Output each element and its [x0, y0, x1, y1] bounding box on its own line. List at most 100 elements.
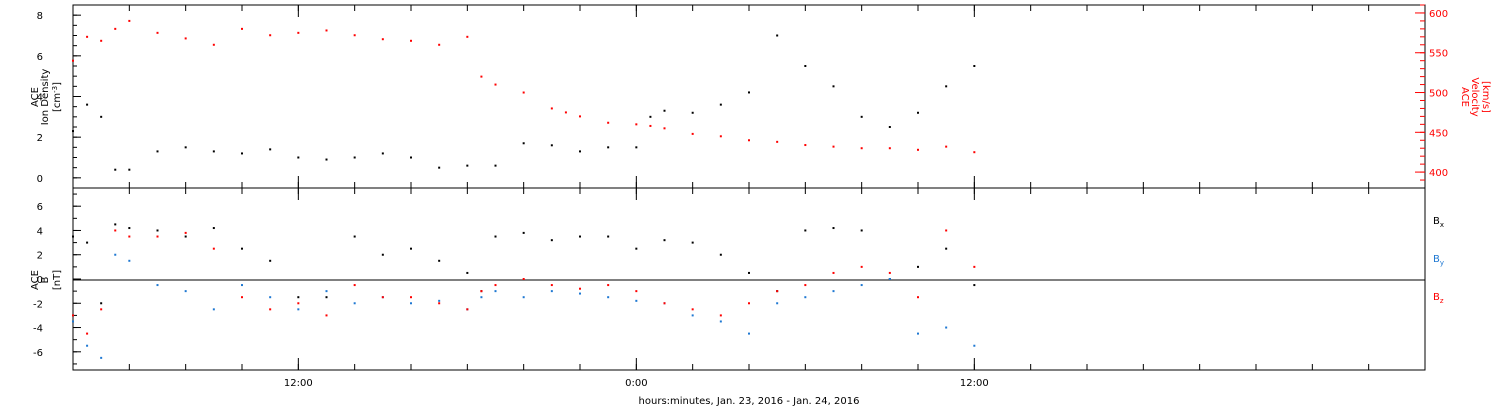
bfield-tick-label: 2 — [37, 251, 43, 262]
point-bz — [719, 314, 722, 317]
time-axis-ticks: 12:00 0:00 12:00 — [72, 5, 1426, 389]
density-units-label: [cm-3] — [51, 82, 63, 112]
bfield-label-line2: B — [40, 276, 51, 283]
point-bx — [410, 247, 412, 250]
point-velocity — [212, 43, 215, 46]
point-velocity — [156, 31, 159, 34]
velocity-label-line2: Velocity — [1469, 77, 1480, 116]
point-ion-density — [269, 148, 272, 151]
point-by — [128, 259, 131, 262]
point-velocity — [494, 83, 497, 86]
point-ion-density — [325, 158, 328, 161]
bfield-tick-label: -6 — [33, 348, 43, 359]
point-ion-density — [649, 115, 652, 118]
point-bx — [635, 247, 638, 250]
density-tick-label: 4 — [37, 93, 43, 104]
point-bz — [269, 308, 272, 311]
point-bz — [635, 290, 638, 293]
point-bz — [550, 284, 553, 287]
point-velocity — [663, 127, 666, 130]
point-by — [156, 284, 159, 287]
point-velocity — [804, 144, 807, 147]
point-ion-density — [719, 103, 722, 106]
point-bx — [860, 229, 863, 232]
point-bx — [663, 239, 666, 242]
point-velocity — [522, 91, 525, 94]
point-velocity — [381, 38, 384, 41]
point-by — [860, 284, 863, 287]
point-velocity — [691, 132, 694, 135]
point-bx — [297, 296, 300, 299]
velocity-label-line1: ACE — [1459, 87, 1470, 107]
point-by — [550, 290, 553, 293]
point-bx — [691, 241, 694, 244]
point-ion-density — [156, 150, 159, 153]
point-ion-density — [579, 150, 581, 153]
point-bz — [494, 284, 497, 287]
point-bx — [128, 227, 131, 230]
point-ion-density — [917, 111, 919, 114]
point-ion-density — [691, 111, 694, 114]
density-axis-ticks: 0 2 4 6 8 — [37, 11, 81, 185]
point-bx — [241, 247, 243, 250]
point-ion-density — [410, 156, 412, 159]
point-bz — [241, 296, 243, 299]
point-bx — [522, 231, 525, 234]
bfield-tick-label: 4 — [37, 226, 43, 237]
bfield-units-label: [nT] — [52, 270, 63, 290]
point-ion-density — [663, 109, 666, 112]
point-ion-density — [776, 34, 779, 37]
point-bx — [832, 227, 835, 230]
point-bx — [269, 259, 272, 262]
point-by — [269, 296, 272, 299]
point-bz — [128, 235, 131, 238]
point-bx — [579, 235, 581, 238]
point-velocity — [297, 31, 300, 34]
point-bx — [381, 253, 384, 256]
time-tick-label: 0:00 — [625, 378, 647, 389]
point-bz — [804, 284, 807, 287]
point-bz — [748, 302, 750, 305]
point-by — [241, 284, 243, 287]
point-velocity — [607, 121, 610, 124]
velocity-tick-label: 400 — [1429, 168, 1448, 179]
point-bx — [86, 241, 89, 244]
velocity-tick-label: 500 — [1429, 89, 1448, 100]
point-bx — [438, 259, 441, 262]
point-velocity — [748, 139, 750, 142]
density-label-line1: ACE — [30, 87, 41, 107]
point-ion-density — [748, 91, 750, 94]
point-bx — [607, 235, 610, 238]
point-by — [438, 299, 441, 302]
point-bx — [184, 235, 187, 238]
point-ion-density — [522, 142, 525, 145]
point-velocity — [86, 35, 89, 38]
point-bz — [72, 314, 74, 317]
point-by — [522, 296, 525, 299]
point-by — [297, 308, 300, 311]
bottom-panel-frame — [72, 187, 1426, 371]
point-ion-density — [832, 85, 835, 88]
point-velocity — [832, 145, 835, 148]
point-ion-density — [635, 146, 638, 149]
bfield-label-line1: ACE — [30, 270, 41, 290]
point-velocity — [128, 19, 131, 22]
point-ion-density — [804, 65, 807, 67]
point-by — [480, 296, 483, 299]
point-ion-density — [494, 164, 497, 167]
point-by — [635, 299, 638, 302]
point-ion-density — [241, 152, 243, 155]
point-bx — [353, 235, 356, 238]
point-bz — [832, 271, 835, 274]
point-ion-density — [888, 126, 891, 128]
point-velocity — [635, 123, 638, 126]
point-bz — [86, 332, 89, 335]
point-bz — [100, 308, 103, 311]
bfield-tick-label: 0 — [37, 275, 43, 286]
point-ion-density — [114, 168, 117, 171]
point-ion-density — [72, 130, 74, 133]
point-by — [353, 302, 356, 305]
point-velocity — [410, 39, 412, 42]
point-by — [184, 290, 187, 293]
point-by — [212, 308, 215, 311]
